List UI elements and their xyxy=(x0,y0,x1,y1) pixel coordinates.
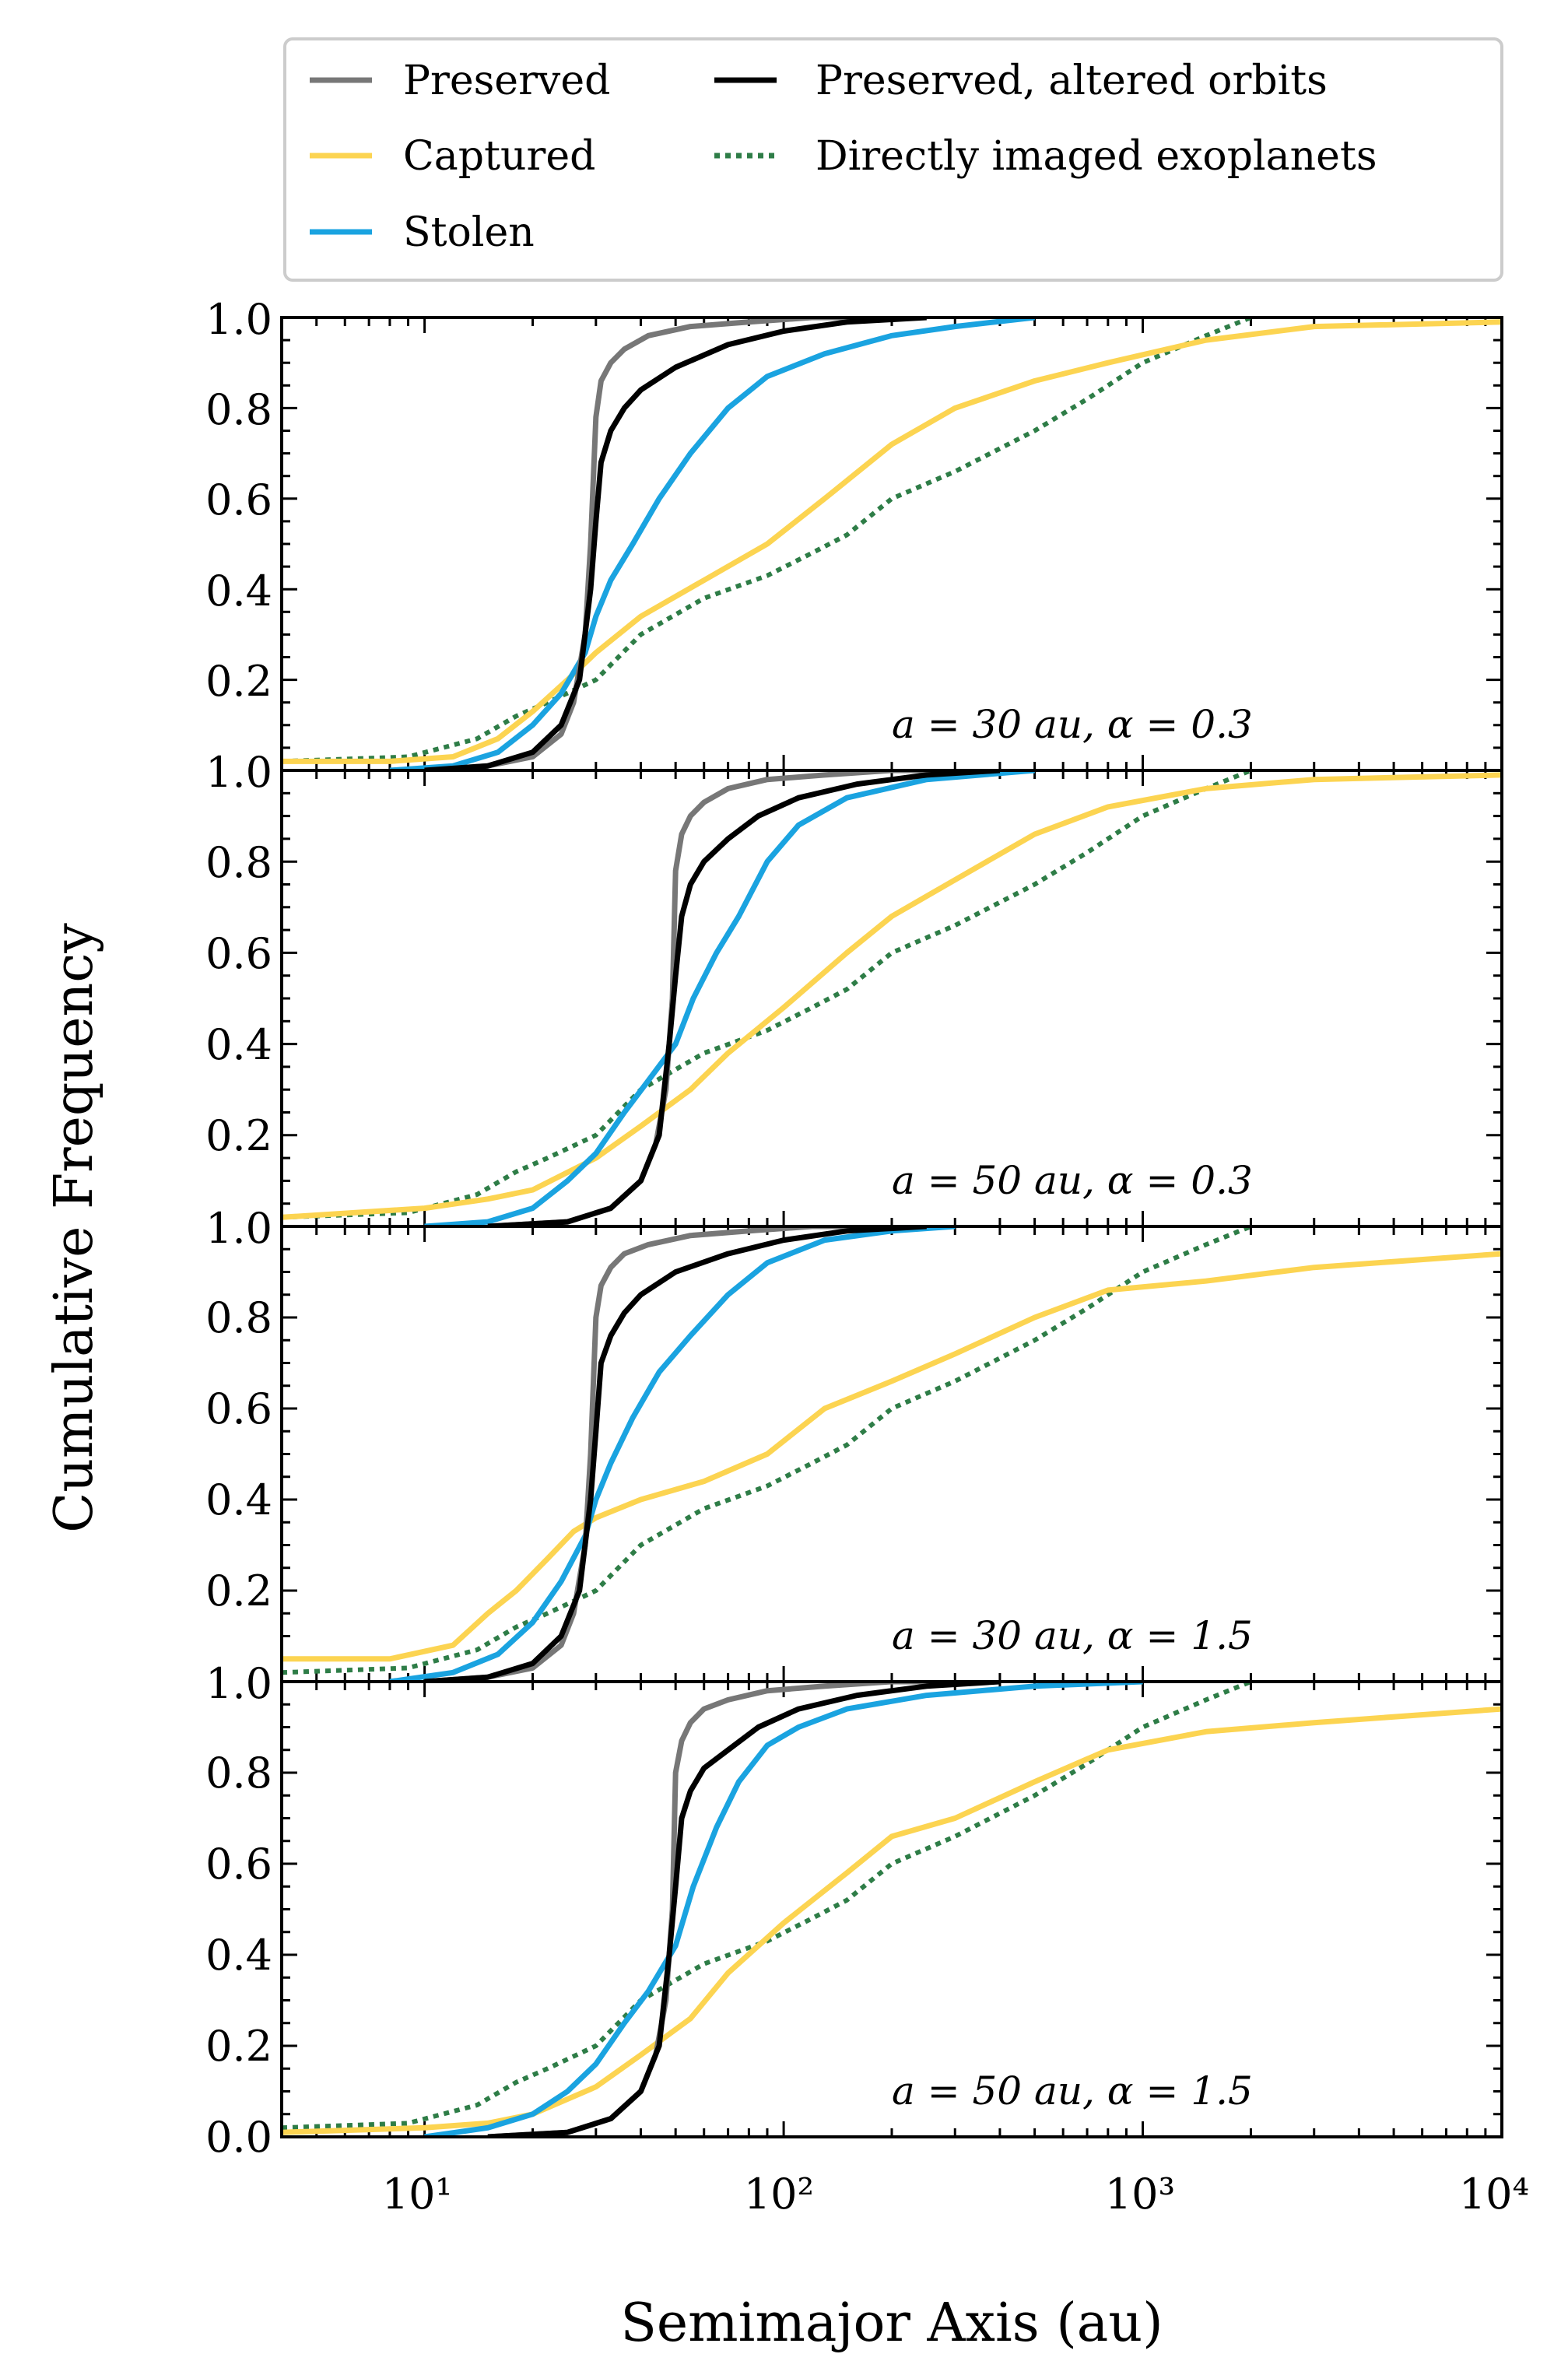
panel-3-ytick-top: 1.0 xyxy=(205,1204,272,1253)
panel-4: 1.0 0.2 0.4 0.6 0.8 0.0 a = 50 au, α = 1… xyxy=(205,1659,1503,2162)
panel-3: 1.0 0.2 0.4 0.6 0.8 a = 30 au, α = 1.5 xyxy=(205,1204,1503,1683)
panel-4-series xyxy=(282,1682,1502,2137)
panel-1-ytick-1: 0.2 xyxy=(205,657,272,706)
panel-3-ytick-1: 0.2 xyxy=(205,1566,272,1615)
legend-label-imaged: Directly imaged exoplanets xyxy=(816,133,1377,180)
series-line-imaged xyxy=(282,770,1252,1220)
series-line-imaged xyxy=(282,1226,1252,1675)
panel-1-ytick-2: 0.4 xyxy=(205,567,272,616)
panel-4-ytick-2: 0.4 xyxy=(205,1931,272,1980)
panel-3-ytick-4: 0.8 xyxy=(205,1293,272,1342)
series-line-altered xyxy=(424,317,927,770)
panel-2-ytick-2: 0.4 xyxy=(205,1020,272,1069)
panel-1-series xyxy=(282,317,1502,770)
series-line-altered xyxy=(424,1226,927,1682)
series-line-imaged xyxy=(282,317,1252,764)
series-line-captured xyxy=(282,772,1502,1220)
panel-2-ytick-1: 0.2 xyxy=(205,1111,272,1160)
xtick-label-1000: 10³ xyxy=(1105,2170,1175,2219)
panel-2: 1.0 0.2 0.4 0.6 0.8 a = 50 au, α = 0.3 xyxy=(205,748,1503,1228)
panel-4-frame xyxy=(280,1680,1503,2138)
x-axis-title: Semimajor Axis (au) xyxy=(620,2293,1163,2354)
series-line-imaged xyxy=(282,1682,1252,2131)
panel-3-ytick-3: 0.6 xyxy=(205,1384,272,1433)
legend-frame xyxy=(283,37,1503,282)
xtick-label-10000: 10⁴ xyxy=(1459,2170,1529,2219)
series-line-preserved xyxy=(424,317,892,770)
panel-4-ytick-1: 0.2 xyxy=(205,2022,272,2071)
panel-2-ytick-3: 0.6 xyxy=(205,929,272,978)
series-line-stolen xyxy=(389,1226,956,1682)
series-line-stolen xyxy=(424,770,1035,1226)
panel-4-ytick-bottom: 0.0 xyxy=(205,2113,272,2162)
legend-label-stolen: Stolen xyxy=(403,209,535,256)
series-line-stolen xyxy=(424,1682,1143,2137)
series-line-altered xyxy=(487,1682,1001,2137)
panel-3-annotation: a = 30 au, α = 1.5 xyxy=(892,1613,1253,1658)
panel-2-ytick-top: 1.0 xyxy=(205,748,272,797)
legend-label-captured: Captured xyxy=(403,133,595,180)
legend-label-altered: Preserved, altered orbits xyxy=(816,58,1328,104)
series-line-captured xyxy=(282,1251,1502,1662)
panel-4-annotation: a = 50 au, α = 1.5 xyxy=(892,2068,1253,2114)
panel-4-ytick-4: 0.8 xyxy=(205,1749,272,1798)
series-line-stolen xyxy=(389,317,1035,770)
series-line-captured xyxy=(282,319,1502,764)
panel-2-annotation: a = 50 au, α = 0.3 xyxy=(892,1158,1253,1203)
xtick-label-10: 10¹ xyxy=(382,2170,452,2219)
panel-1-ytick-3: 0.6 xyxy=(205,475,272,524)
panel-4-ytick-top: 1.0 xyxy=(205,1659,272,1708)
legend-label-preserved: Preserved xyxy=(403,58,610,104)
panel-1-ytick-top: 1.0 xyxy=(205,295,272,344)
panel-4-ytick-3: 0.6 xyxy=(205,1840,272,1889)
panel-3-series xyxy=(282,1226,1502,1682)
series-line-altered xyxy=(487,770,1001,1226)
panel-1-ytick-4: 0.8 xyxy=(205,385,272,434)
xtick-label-100: 10² xyxy=(744,2170,814,2219)
panel-2-series xyxy=(282,770,1502,1226)
series-line-preserved xyxy=(424,1226,892,1682)
legend: Preserved Captured Stolen Preserved, alt… xyxy=(283,37,1503,282)
panel-3-ytick-2: 0.4 xyxy=(205,1475,272,1524)
panel-1-annotation: a = 30 au, α = 0.3 xyxy=(892,702,1253,747)
panel-2-ytick-4: 0.8 xyxy=(205,838,272,887)
y-axis-title: Cumulative Frequency xyxy=(44,923,105,1533)
